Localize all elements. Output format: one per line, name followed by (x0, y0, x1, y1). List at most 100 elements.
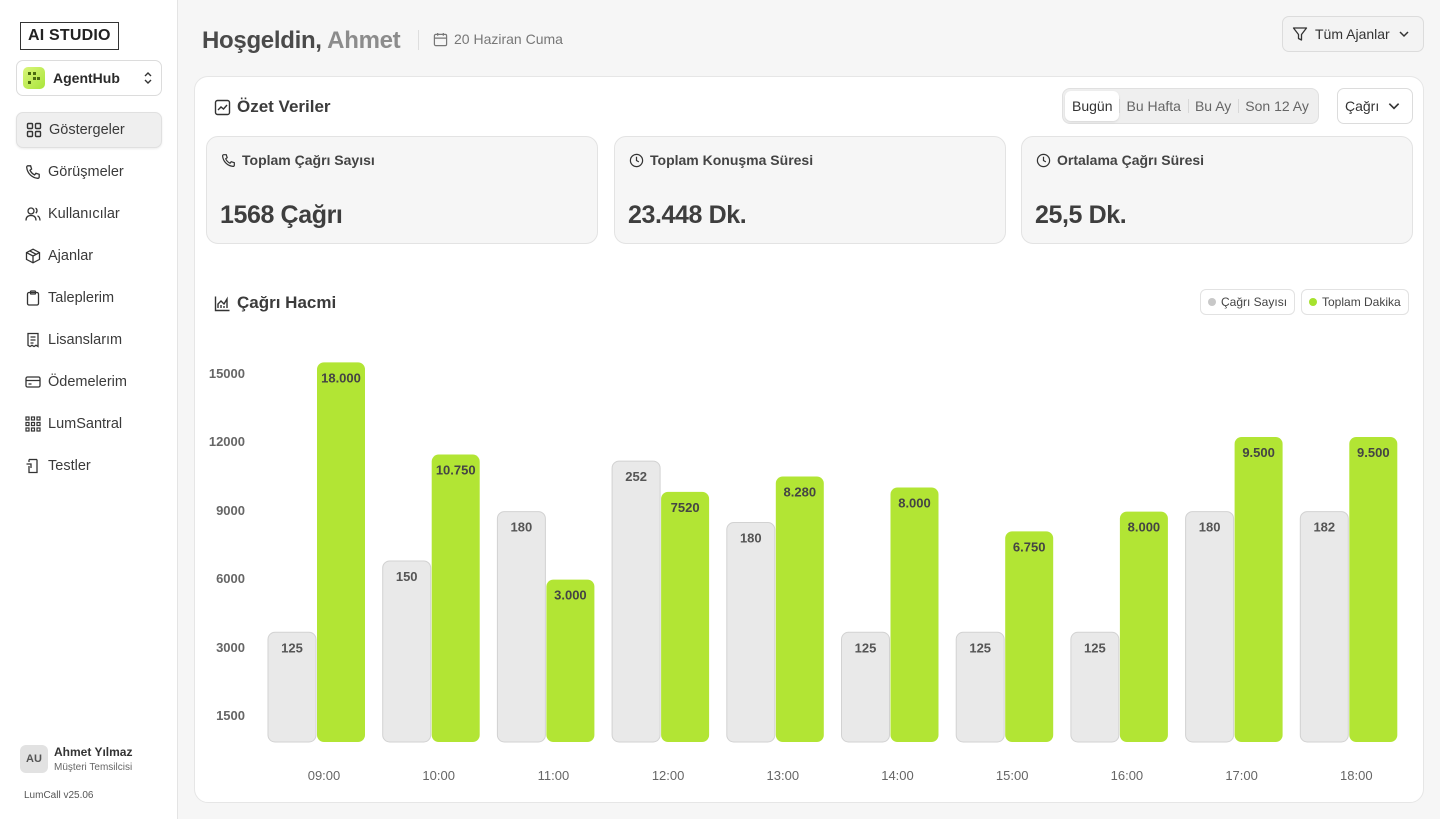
stat-card-total-talk-time: Toplam Konuşma Süresi 23.448 Dk. (614, 136, 1006, 244)
bar-call-count[interactable] (382, 560, 432, 743)
sidebar-item-gorusmeler[interactable]: Görüşmeler (16, 154, 162, 190)
bar-total-minutes[interactable] (1119, 511, 1168, 742)
bar-total-minutes[interactable] (775, 476, 824, 742)
bar-total-minutes[interactable] (661, 491, 710, 742)
bar-value-label: 150 (396, 569, 418, 584)
user-role: Müşteri Temsilcisi (54, 762, 133, 773)
page-title: Hoşgeldin, Ahmet (202, 27, 401, 55)
bar-call-count[interactable] (955, 631, 1005, 743)
x-tick-label: 17:00 (1225, 768, 1258, 783)
bar-call-count[interactable] (1299, 511, 1349, 743)
tab-bu-hafta[interactable]: Bu Hafta (1119, 91, 1187, 121)
sidebar-item-testler[interactable]: Testler (16, 448, 162, 484)
sidebar-item-label: Testler (48, 458, 91, 474)
bar-value-label: 125 (969, 640, 991, 655)
sidebar-item-kullanicilar[interactable]: Kullanıcılar (16, 196, 162, 232)
calendar-icon (433, 32, 448, 46)
stat-label-text: Ortalama Çağrı Süresi (1057, 152, 1205, 168)
filter-icon (1292, 27, 1308, 41)
bar-value-label: 8.280 (784, 484, 817, 499)
bar-value-label: 125 (855, 640, 877, 655)
app-version: LumCall v25.06 (24, 790, 94, 801)
stat-label: Toplam Konuşma Süresi (629, 152, 813, 168)
y-tick-label: 6000 (216, 571, 245, 586)
greeting-name: Ahmet (327, 27, 401, 54)
sidebar-item-gostergeler[interactable]: Göstergeler (16, 112, 162, 148)
chevron-down-icon (1388, 103, 1400, 110)
bar-call-count[interactable] (1185, 511, 1235, 743)
app-logo[interactable]: AI STUDIO (20, 22, 119, 50)
volume-title-text: Çağrı Hacmi (237, 293, 337, 312)
sidebar-item-lumsantral[interactable]: LumSantral (16, 406, 162, 442)
x-tick-label: 15:00 (996, 768, 1029, 783)
sidebar-item-lisanslarim[interactable]: Lisanslarım (16, 322, 162, 358)
avatar: AU (20, 745, 48, 773)
sidebar: AI STUDIO AgentHub Göstergeler Görüşmele… (0, 0, 178, 819)
chevron-down-icon (1399, 31, 1409, 38)
bar-total-minutes[interactable] (1234, 436, 1283, 742)
header-divider (418, 30, 419, 50)
phone-icon (26, 165, 40, 179)
bar-total-minutes[interactable] (1005, 531, 1054, 742)
users-icon (25, 207, 41, 221)
sidebar-item-ajanlar[interactable]: Ajanlar (16, 238, 162, 274)
clipboard-icon (26, 290, 40, 306)
sidebar-item-label: Göstergeler (49, 122, 125, 138)
tab-bugun[interactable]: Bugün (1065, 91, 1120, 121)
bar-total-minutes[interactable] (317, 362, 365, 742)
credit-card-icon (25, 376, 41, 388)
bar-call-count[interactable] (611, 460, 661, 743)
bar-value-label: 252 (625, 469, 647, 484)
org-logo-icon (23, 67, 45, 89)
stat-label-text: Toplam Konuşma Süresi (650, 152, 814, 168)
legend-item-total-minutes[interactable]: Toplam Dakika (1301, 289, 1409, 315)
bar-value-label: 9.500 (1242, 445, 1275, 460)
clock-icon (1036, 153, 1051, 167)
bar-total-minutes[interactable] (1349, 436, 1398, 742)
summary-title-text: Özet Veriler (237, 97, 331, 116)
agent-filter-label: Tüm Ajanlar (1315, 26, 1390, 42)
box-icon (25, 248, 41, 264)
bar-call-count[interactable] (496, 511, 546, 743)
bar-call-count[interactable] (1070, 631, 1120, 743)
bar-total-minutes[interactable] (431, 454, 480, 742)
sidebar-item-odemelerim[interactable]: Ödemelerim (16, 364, 162, 400)
legend-swatch (1208, 298, 1216, 306)
bar-value-label: 180 (1199, 520, 1221, 535)
metric-select[interactable]: Çağrı (1337, 88, 1413, 124)
user-profile[interactable]: AU Ahmet Yılmaz Müşteri Temsilcisi (20, 745, 132, 773)
date-text: 20 Haziran Cuma (454, 31, 563, 47)
x-tick-label: 10:00 (422, 768, 455, 783)
bar-total-minutes[interactable] (890, 487, 939, 742)
summary-title: Özet Veriler (214, 97, 331, 117)
stat-value: 23.448 Dk. (628, 201, 747, 229)
grid-icon (25, 416, 41, 432)
bar-value-label: 182 (1313, 520, 1335, 535)
sidebar-item-label: Kullanıcılar (48, 206, 120, 222)
clock-icon (629, 153, 644, 167)
bar-value-label: 3.000 (554, 588, 587, 603)
bar-value-label: 9.500 (1357, 445, 1390, 460)
bar-value-label: 10.750 (436, 463, 476, 478)
bar-call-count[interactable] (726, 522, 776, 743)
stat-card-total-calls: Toplam Çağrı Sayısı 1568 Çağrı (206, 136, 598, 244)
stat-label: Ortalama Çağrı Süresi (1036, 152, 1204, 168)
bar-value-label: 6.750 (1013, 539, 1046, 554)
org-switcher[interactable]: AgentHub (16, 60, 162, 96)
bar-call-count[interactable] (841, 631, 890, 743)
x-tick-label: 18:00 (1340, 768, 1373, 783)
bar-value-label: 180 (511, 520, 533, 535)
tab-bu-ay[interactable]: Bu Ay (1187, 91, 1238, 121)
trend-chart-icon (214, 99, 231, 115)
bar-total-minutes[interactable] (546, 579, 595, 742)
greeting-text: Hoşgeldin, (202, 27, 322, 54)
x-tick-label: 14:00 (881, 768, 914, 783)
bar-value-label: 180 (740, 531, 762, 546)
legend-item-call-count[interactable]: Çağrı Sayısı (1200, 289, 1296, 315)
tab-son-12-ay[interactable]: Son 12 Ay (1238, 91, 1316, 121)
bar-call-count[interactable] (267, 631, 317, 743)
period-tabs: Bugün Bu Hafta Bu Ay Son 12 Ay (1062, 88, 1319, 124)
stat-value: 1568 Çağrı (220, 201, 343, 229)
sidebar-item-taleplerim[interactable]: Taleplerim (16, 280, 162, 316)
agent-filter-dropdown[interactable]: Tüm Ajanlar (1282, 16, 1424, 52)
